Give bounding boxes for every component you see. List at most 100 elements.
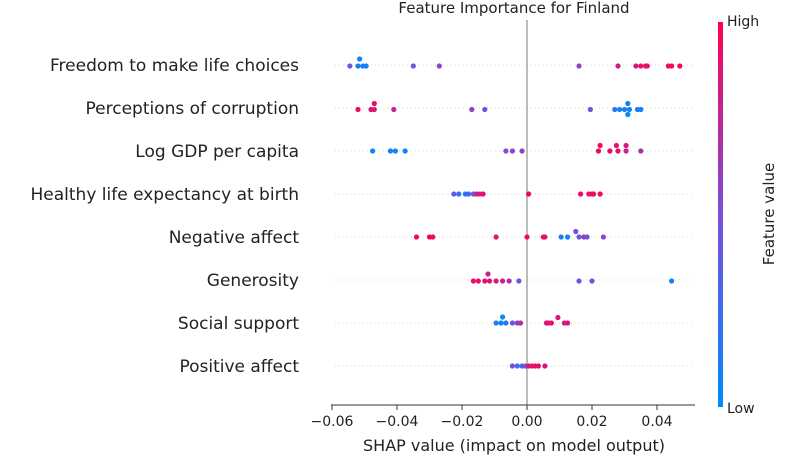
shap-point bbox=[542, 234, 548, 240]
shap-point bbox=[465, 191, 472, 197]
x-tick-label: −0.02 bbox=[441, 414, 484, 430]
shap-point bbox=[597, 191, 603, 197]
chart-title: Feature Importance for Finland bbox=[398, 0, 629, 17]
feature-label: Positive affect bbox=[179, 357, 299, 377]
shap-point bbox=[410, 63, 416, 69]
shap-point bbox=[615, 63, 621, 69]
shap-point bbox=[392, 148, 398, 154]
shap-point bbox=[633, 63, 639, 69]
shap-point bbox=[584, 234, 590, 240]
x-tick-label: 0.04 bbox=[641, 414, 672, 430]
shap-point bbox=[565, 234, 571, 240]
x-tick-label: −0.06 bbox=[311, 414, 354, 430]
shap-point bbox=[669, 278, 675, 284]
shap-point bbox=[503, 320, 509, 326]
shap-point bbox=[578, 191, 584, 197]
shap-point bbox=[498, 320, 504, 326]
shap-point bbox=[493, 234, 499, 240]
shap-point bbox=[371, 106, 377, 113]
shap-point bbox=[482, 106, 488, 113]
shap-point bbox=[402, 148, 408, 154]
shap-point bbox=[470, 278, 476, 284]
shap-point bbox=[480, 191, 486, 197]
shap-point bbox=[519, 148, 525, 154]
shap-point bbox=[576, 278, 582, 284]
colorbar bbox=[718, 22, 723, 407]
shap-point bbox=[542, 363, 548, 369]
shap-point bbox=[355, 106, 361, 113]
shap-point bbox=[506, 278, 512, 284]
feature-label: Freedom to make life choices bbox=[50, 56, 299, 76]
shap-point bbox=[516, 278, 522, 284]
shap-point bbox=[535, 363, 542, 369]
feature-label: Generosity bbox=[207, 271, 299, 291]
shap-point bbox=[514, 363, 520, 369]
shap-point bbox=[677, 63, 683, 69]
shap-point bbox=[456, 191, 462, 197]
shap-point bbox=[625, 100, 631, 107]
shap-point bbox=[357, 56, 363, 62]
shap-point bbox=[493, 320, 499, 326]
shap-point bbox=[638, 148, 644, 154]
shap-point bbox=[469, 106, 475, 113]
shap-point bbox=[509, 320, 515, 326]
shap-point bbox=[565, 320, 571, 326]
shap-point bbox=[623, 148, 629, 154]
shap-point bbox=[615, 148, 621, 154]
shap-point bbox=[451, 191, 457, 197]
colorbar-high-label: High bbox=[727, 14, 759, 30]
shap-point bbox=[482, 278, 488, 284]
shap-point bbox=[509, 363, 515, 369]
shap-point bbox=[475, 278, 481, 284]
shap-point bbox=[526, 191, 532, 197]
shap-point bbox=[371, 100, 377, 107]
shap-point bbox=[638, 106, 644, 113]
shap-point bbox=[597, 142, 603, 149]
shap-point bbox=[517, 320, 524, 326]
shap-point bbox=[589, 278, 595, 284]
shap-point bbox=[613, 142, 620, 149]
shap-point bbox=[500, 314, 506, 320]
shap-point bbox=[363, 63, 369, 69]
feature-label: Healthy life expectancy at birth bbox=[31, 185, 300, 205]
shap-point bbox=[576, 234, 582, 240]
shap-point bbox=[595, 148, 602, 154]
shap-point bbox=[589, 191, 595, 197]
shap-point bbox=[573, 228, 579, 235]
feature-rows: Freedom to make life choices Perceptions … bbox=[31, 56, 695, 377]
colorbar-low-label: Low bbox=[727, 401, 755, 417]
shap-point bbox=[625, 111, 631, 118]
shap-point bbox=[638, 63, 644, 69]
shap-point bbox=[430, 234, 436, 240]
shap-point bbox=[623, 142, 629, 149]
shap-point bbox=[558, 234, 564, 240]
shap-point bbox=[500, 278, 506, 284]
shap-point bbox=[612, 106, 618, 113]
shap-point bbox=[347, 63, 353, 69]
shap-point bbox=[555, 314, 561, 321]
x-tick-label: 0.00 bbox=[511, 414, 542, 430]
colorbar-label: Feature value bbox=[760, 163, 778, 265]
shap-point bbox=[436, 63, 442, 69]
feature-label: Perceptions of corruption bbox=[86, 99, 300, 119]
shap-point bbox=[644, 63, 650, 69]
shap-point bbox=[493, 278, 499, 284]
shap-point bbox=[600, 234, 607, 240]
shap-point bbox=[607, 148, 613, 154]
shap-point bbox=[621, 106, 628, 113]
shap-point bbox=[391, 106, 397, 113]
feature-label: Social support bbox=[178, 314, 299, 334]
shap-point bbox=[413, 234, 420, 240]
shap-point bbox=[503, 148, 509, 154]
shap-points bbox=[347, 56, 683, 369]
shap-point bbox=[355, 63, 361, 69]
shap-point bbox=[485, 271, 491, 277]
shap-point bbox=[487, 278, 493, 284]
shap-point bbox=[509, 148, 515, 154]
shap-point bbox=[617, 106, 623, 113]
x-tick-label: −0.04 bbox=[376, 414, 419, 430]
shap-point bbox=[548, 320, 555, 326]
shap-point bbox=[387, 148, 394, 154]
feature-label: Log GDP per capita bbox=[135, 142, 299, 162]
feature-label: Negative affect bbox=[169, 228, 300, 248]
